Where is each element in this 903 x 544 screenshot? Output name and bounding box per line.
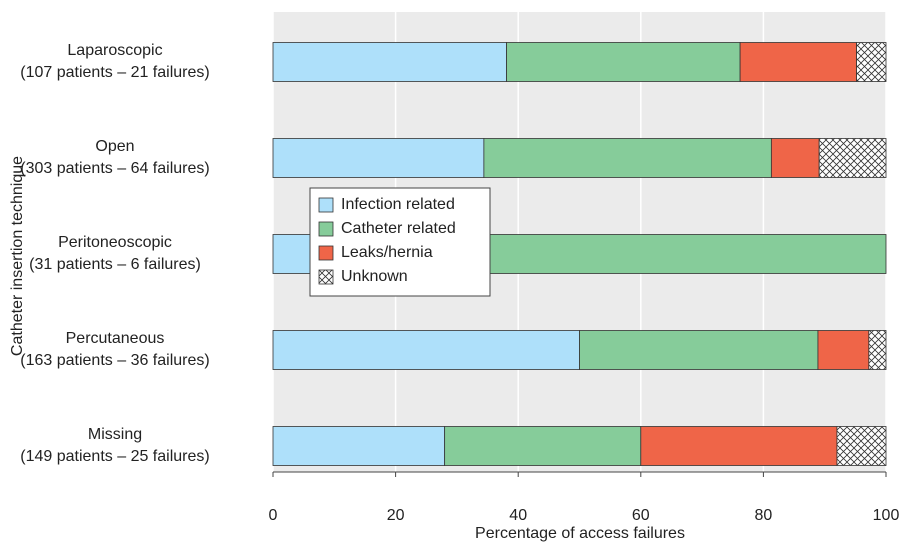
legend-swatch [318, 245, 334, 261]
x-tick-label: 20 [387, 507, 405, 524]
bar-segment [770, 138, 820, 178]
bar-segment [836, 426, 887, 466]
bar-segment [272, 426, 446, 466]
bar-segment [817, 330, 870, 370]
legend-swatch [318, 269, 334, 285]
y-tick-label: Laparoscopic (107 patients – 21 failures… [20, 42, 210, 81]
bar-segment [272, 330, 580, 370]
bar-segment [272, 138, 485, 178]
x-tick-label: 0 [269, 507, 278, 524]
legend-swatch [318, 197, 334, 213]
x-axis-label: Percentage of access failures [475, 525, 685, 542]
x-tick-label: 100 [873, 507, 900, 524]
legend-box [309, 187, 491, 297]
legend-swatch [318, 221, 334, 237]
legend-label: Infection related [341, 196, 455, 213]
bar-segment [640, 426, 838, 466]
y-axis-label: Catheter insertion technique [9, 156, 26, 356]
legend-label: Leaks/hernia [341, 244, 433, 261]
x-tick-label: 40 [509, 507, 527, 524]
bar-segment [444, 426, 642, 466]
bar-segment [579, 330, 819, 370]
y-tick-label: Missing (149 patients – 25 failures) [20, 426, 210, 465]
legend-label: Catheter related [341, 220, 456, 237]
legend-label: Unknown [341, 268, 408, 285]
bar-segment [818, 138, 887, 178]
bar-segment [739, 42, 857, 82]
x-tick-label: 60 [632, 507, 650, 524]
bar-segment [868, 330, 887, 370]
x-tick-label: 80 [755, 507, 773, 524]
y-tick-label: Open (303 patients – 64 failures) [20, 138, 210, 177]
bar-segment [506, 42, 741, 82]
bar-segment [856, 42, 887, 82]
bar-segment [272, 42, 507, 82]
y-tick-label: Peritoneoscopic (31 patients – 6 failure… [29, 234, 201, 273]
y-tick-label: Percutaneous (163 patients – 36 failures… [20, 330, 210, 369]
bar-segment [483, 138, 772, 178]
